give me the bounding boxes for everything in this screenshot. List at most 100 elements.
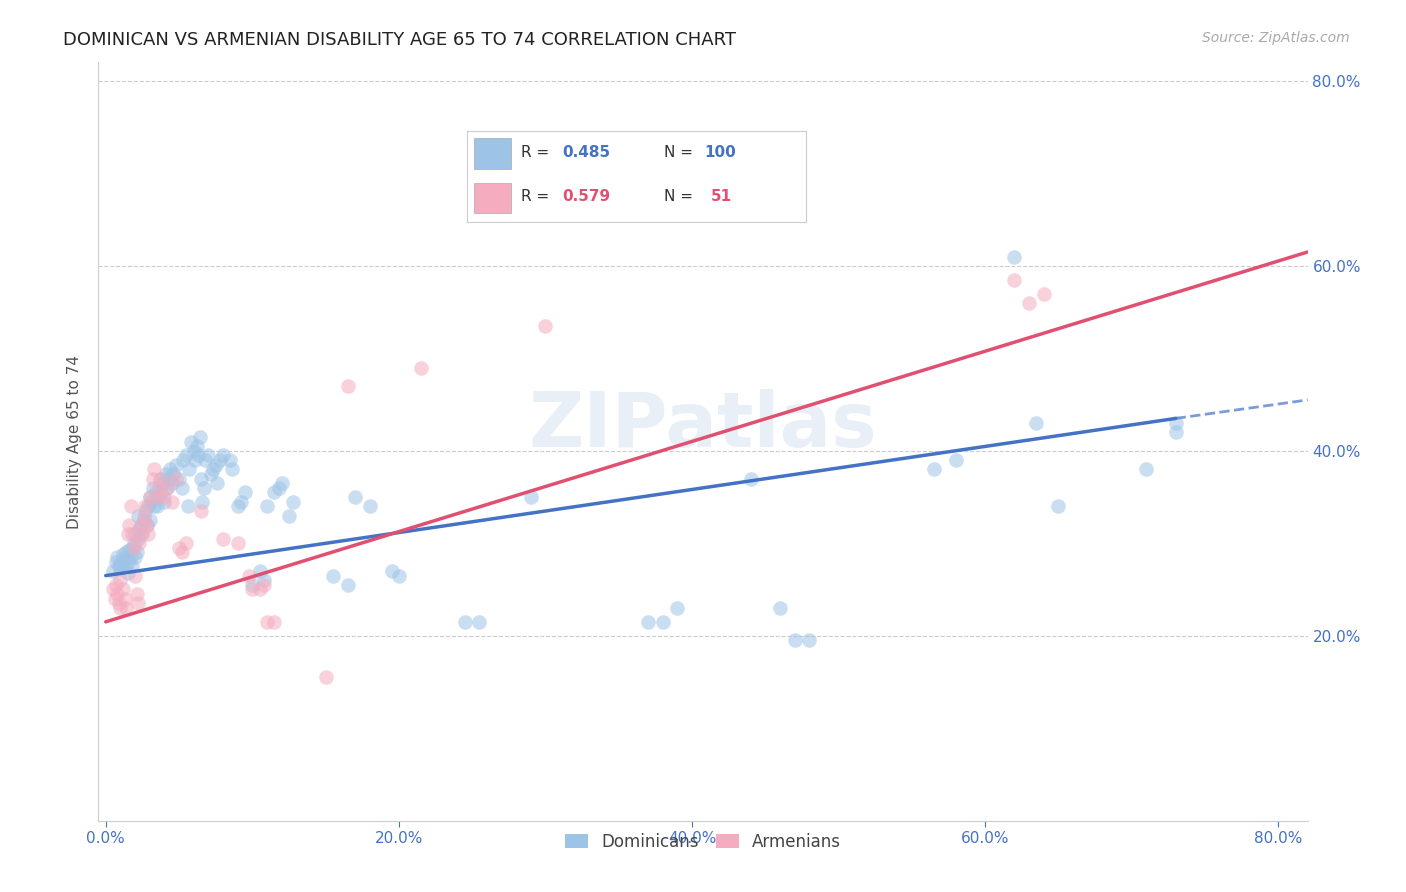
Text: ZIPatlas: ZIPatlas <box>529 390 877 463</box>
Point <box>141 494 163 508</box>
Point <box>117 566 139 580</box>
Point <box>190 471 212 485</box>
Point <box>150 485 173 500</box>
Point <box>212 449 235 463</box>
Point <box>197 449 219 463</box>
Point <box>212 532 235 546</box>
Point <box>187 449 209 463</box>
Point <box>194 453 217 467</box>
Point <box>110 562 132 576</box>
Point <box>205 476 228 491</box>
Point <box>115 601 138 615</box>
Point <box>176 449 198 463</box>
Point <box>108 559 131 574</box>
Point <box>740 471 762 485</box>
Point <box>135 517 157 532</box>
Point <box>249 582 271 597</box>
Point <box>256 615 278 629</box>
Point <box>110 573 132 587</box>
Point <box>125 545 148 559</box>
Point <box>226 500 249 514</box>
Point <box>138 513 160 527</box>
Point <box>118 517 141 532</box>
Text: Source: ZipAtlas.com: Source: ZipAtlas.com <box>1202 31 1350 45</box>
Point <box>157 471 180 485</box>
Point <box>167 541 190 555</box>
Point <box>263 485 285 500</box>
Point <box>114 591 136 606</box>
Point <box>188 430 211 444</box>
Point <box>131 527 153 541</box>
Point <box>125 587 148 601</box>
Point <box>190 504 212 518</box>
Point <box>149 471 172 485</box>
Point <box>240 578 263 592</box>
Point <box>191 494 214 508</box>
Point <box>183 443 205 458</box>
Point <box>322 568 344 582</box>
Point <box>112 547 135 561</box>
Point <box>193 481 215 495</box>
Point <box>1164 416 1187 430</box>
Point <box>167 471 190 485</box>
Point <box>132 513 155 527</box>
Point <box>256 500 278 514</box>
Point <box>117 555 139 569</box>
Point <box>120 550 142 565</box>
Point <box>159 462 181 476</box>
Point <box>105 578 128 592</box>
Point <box>127 596 149 610</box>
Point <box>200 467 222 481</box>
Point <box>138 490 160 504</box>
Point <box>221 462 243 476</box>
Point <box>136 500 159 514</box>
Point <box>253 578 276 592</box>
Point <box>1164 425 1187 440</box>
Point <box>165 458 187 472</box>
Point <box>263 615 285 629</box>
Point <box>127 532 149 546</box>
Point <box>1047 500 1070 514</box>
Point <box>142 481 165 495</box>
Point <box>238 568 260 582</box>
Point <box>783 633 806 648</box>
Point <box>922 462 945 476</box>
Point <box>204 458 226 472</box>
Point <box>249 564 271 578</box>
Legend: Dominicans, Armenians: Dominicans, Armenians <box>558 827 848 858</box>
Point <box>162 467 184 481</box>
Point <box>121 541 143 555</box>
Point <box>468 615 491 629</box>
Point <box>122 541 145 555</box>
Point <box>1004 273 1026 287</box>
Point <box>769 601 792 615</box>
Point <box>153 494 176 508</box>
Point <box>142 471 165 485</box>
Point <box>107 550 129 565</box>
Point <box>150 471 173 485</box>
Point <box>110 601 132 615</box>
Point <box>146 500 169 514</box>
Point <box>520 490 543 504</box>
Point <box>409 360 432 375</box>
Point <box>112 582 135 597</box>
Point <box>129 527 152 541</box>
Point <box>134 500 156 514</box>
Point <box>114 559 136 574</box>
Point <box>1025 416 1047 430</box>
Point <box>138 490 160 504</box>
Point <box>666 601 689 615</box>
Point <box>143 462 166 476</box>
Point <box>388 568 411 582</box>
Point <box>124 568 146 582</box>
Point <box>253 573 276 587</box>
Point <box>135 517 157 532</box>
Point <box>120 500 142 514</box>
Point <box>136 527 159 541</box>
Point <box>128 536 150 550</box>
Point <box>229 494 252 508</box>
Point <box>179 462 201 476</box>
Point <box>534 318 557 333</box>
Point <box>134 504 156 518</box>
Point <box>1018 296 1040 310</box>
